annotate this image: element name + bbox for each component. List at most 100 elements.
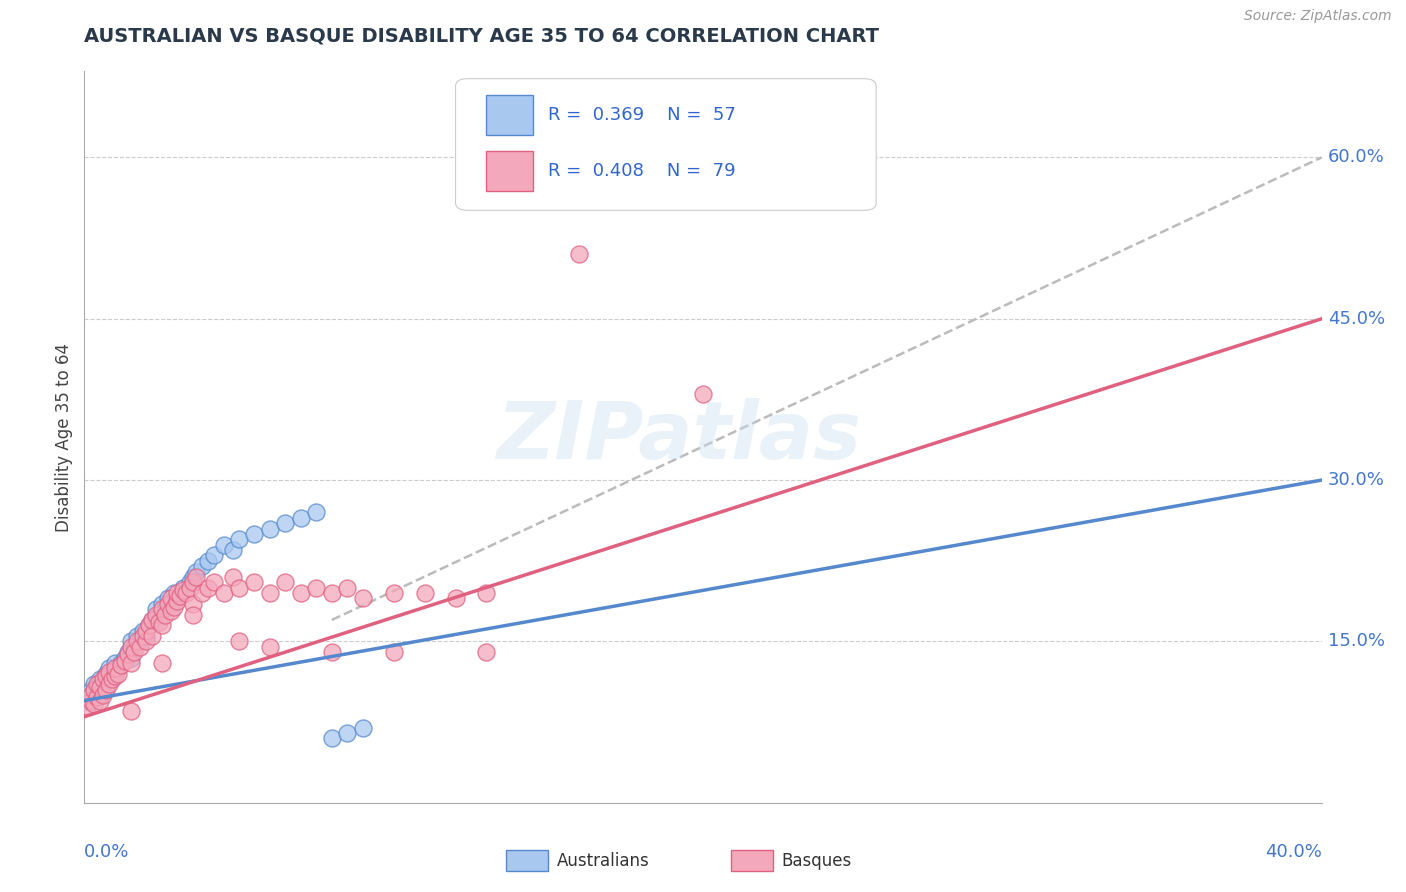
Point xyxy=(160,591,183,606)
Point xyxy=(107,661,129,675)
Point xyxy=(184,570,207,584)
Point xyxy=(305,581,328,595)
Point xyxy=(91,675,114,690)
Point xyxy=(79,682,101,697)
Point xyxy=(94,680,117,694)
Point xyxy=(104,656,127,670)
Point xyxy=(83,697,105,711)
Point xyxy=(145,607,167,622)
Point xyxy=(176,586,198,600)
Point xyxy=(114,654,136,668)
Point xyxy=(274,575,297,590)
Point xyxy=(110,656,132,670)
Point xyxy=(83,677,105,691)
Point xyxy=(568,247,591,261)
Point xyxy=(169,589,191,603)
Point xyxy=(125,634,148,648)
Point xyxy=(156,597,179,611)
Text: AUSTRALIAN VS BASQUE DISABILITY AGE 35 TO 64 CORRELATION CHART: AUSTRALIAN VS BASQUE DISABILITY AGE 35 T… xyxy=(84,27,879,45)
Point xyxy=(274,516,297,530)
Point xyxy=(120,656,142,670)
FancyBboxPatch shape xyxy=(456,78,876,211)
Point xyxy=(104,666,127,681)
Point xyxy=(101,669,124,683)
Point xyxy=(79,693,101,707)
Point xyxy=(197,554,219,568)
Point xyxy=(150,597,173,611)
Point xyxy=(79,688,101,702)
Point xyxy=(202,549,225,563)
Point xyxy=(222,543,245,558)
Point xyxy=(132,629,155,643)
Point xyxy=(86,677,108,691)
Point xyxy=(132,624,155,638)
Point xyxy=(120,705,142,719)
Point xyxy=(163,586,186,600)
Point xyxy=(153,602,176,616)
Point xyxy=(91,672,114,686)
Text: R =  0.369    N =  57: R = 0.369 N = 57 xyxy=(548,106,737,124)
Point xyxy=(212,586,235,600)
Point xyxy=(141,629,163,643)
Point xyxy=(138,618,160,632)
Point xyxy=(135,629,157,643)
Point xyxy=(101,672,124,686)
Point xyxy=(138,618,160,632)
Point xyxy=(202,575,225,590)
Point xyxy=(228,581,250,595)
Point xyxy=(120,650,142,665)
Point xyxy=(336,726,359,740)
Bar xyxy=(486,95,533,136)
Point xyxy=(150,602,173,616)
Point xyxy=(89,688,111,702)
Point xyxy=(141,613,163,627)
Point xyxy=(382,645,405,659)
Text: R =  0.408    N =  79: R = 0.408 N = 79 xyxy=(548,162,735,180)
Point xyxy=(79,688,101,702)
Point xyxy=(191,559,214,574)
Point xyxy=(107,666,129,681)
Point xyxy=(141,613,163,627)
Text: 15.0%: 15.0% xyxy=(1327,632,1385,650)
Point xyxy=(692,387,714,401)
Point xyxy=(91,682,114,697)
Point xyxy=(125,629,148,643)
Point xyxy=(222,570,245,584)
Point xyxy=(212,538,235,552)
Text: Source: ZipAtlas.com: Source: ZipAtlas.com xyxy=(1244,9,1392,23)
Point xyxy=(160,604,183,618)
Point xyxy=(259,586,281,600)
Point xyxy=(197,581,219,595)
Point xyxy=(444,591,467,606)
Point xyxy=(290,586,312,600)
Text: Basques: Basques xyxy=(782,852,852,870)
Point xyxy=(135,624,157,638)
Bar xyxy=(486,151,533,191)
Text: 0.0%: 0.0% xyxy=(84,843,129,861)
Point xyxy=(228,634,250,648)
Point xyxy=(91,688,114,702)
Point xyxy=(475,645,498,659)
Point xyxy=(129,634,152,648)
Point xyxy=(321,645,343,659)
Point xyxy=(413,586,436,600)
Point xyxy=(76,693,98,707)
Point xyxy=(145,602,167,616)
Point xyxy=(156,591,179,606)
Point xyxy=(135,634,157,648)
Point xyxy=(83,690,105,705)
Point xyxy=(352,591,374,606)
Point xyxy=(98,661,121,675)
Point xyxy=(181,597,204,611)
Point xyxy=(150,656,173,670)
Point xyxy=(104,661,127,675)
Point xyxy=(166,591,188,606)
Point xyxy=(94,682,117,697)
Point xyxy=(114,650,136,665)
Point xyxy=(259,640,281,654)
Point xyxy=(150,618,173,632)
Point xyxy=(98,677,121,691)
Point xyxy=(336,581,359,595)
Point xyxy=(166,593,188,607)
Point xyxy=(94,666,117,681)
